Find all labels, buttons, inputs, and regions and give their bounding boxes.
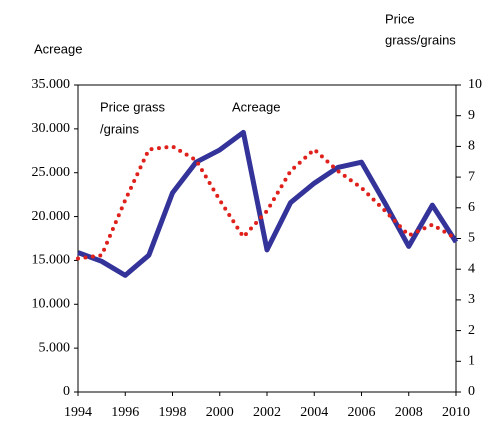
x-tick-label: 2004	[300, 405, 328, 420]
y2-tick-label: 3	[468, 292, 475, 307]
y-axis-label: Acreage	[34, 41, 82, 56]
y2-tick-label: 8	[468, 139, 475, 154]
y2-tick-label: 10	[468, 77, 482, 92]
annotation: Price grass	[100, 99, 166, 114]
y-tick-label: 30.000	[32, 121, 71, 136]
x-tick-label: 2008	[395, 405, 423, 420]
annotation: Acreage	[232, 99, 280, 114]
y-tick-label: 10.000	[32, 297, 71, 312]
x-tick-label: 2002	[253, 405, 281, 420]
y2-axis-label: Price	[385, 11, 415, 26]
x-tick-label: 2006	[348, 405, 376, 420]
y2-axis-label: grass/grains	[385, 32, 456, 47]
y-tick-label: 0	[63, 384, 70, 399]
y2-tick-label: 1	[468, 354, 475, 369]
x-tick-label: 2000	[206, 405, 234, 420]
x-tick-label: 2010	[442, 405, 470, 420]
y-tick-label: 15.000	[32, 253, 71, 268]
y-tick-label: 25.000	[32, 165, 71, 180]
series-line	[76, 144, 458, 261]
y-tick-label: 20.000	[32, 209, 71, 224]
series-line	[77, 129, 459, 278]
x-tick-label: 1998	[159, 405, 187, 420]
y2-tick-label: 7	[468, 169, 475, 184]
y2-tick-label: 0	[468, 384, 475, 399]
x-tick-label: 1996	[111, 405, 139, 420]
annotation: /grains	[100, 121, 140, 136]
y-tick-label: 35.000	[32, 77, 71, 92]
y2-tick-label: 4	[468, 261, 475, 276]
y2-tick-label: 2	[468, 323, 475, 338]
y-tick-label: 5.000	[39, 340, 71, 355]
y2-tick-label: 5	[468, 231, 475, 246]
y2-tick-label: 9	[468, 108, 475, 123]
y2-tick-label: 6	[468, 200, 475, 215]
x-tick-label: 1994	[64, 405, 92, 420]
